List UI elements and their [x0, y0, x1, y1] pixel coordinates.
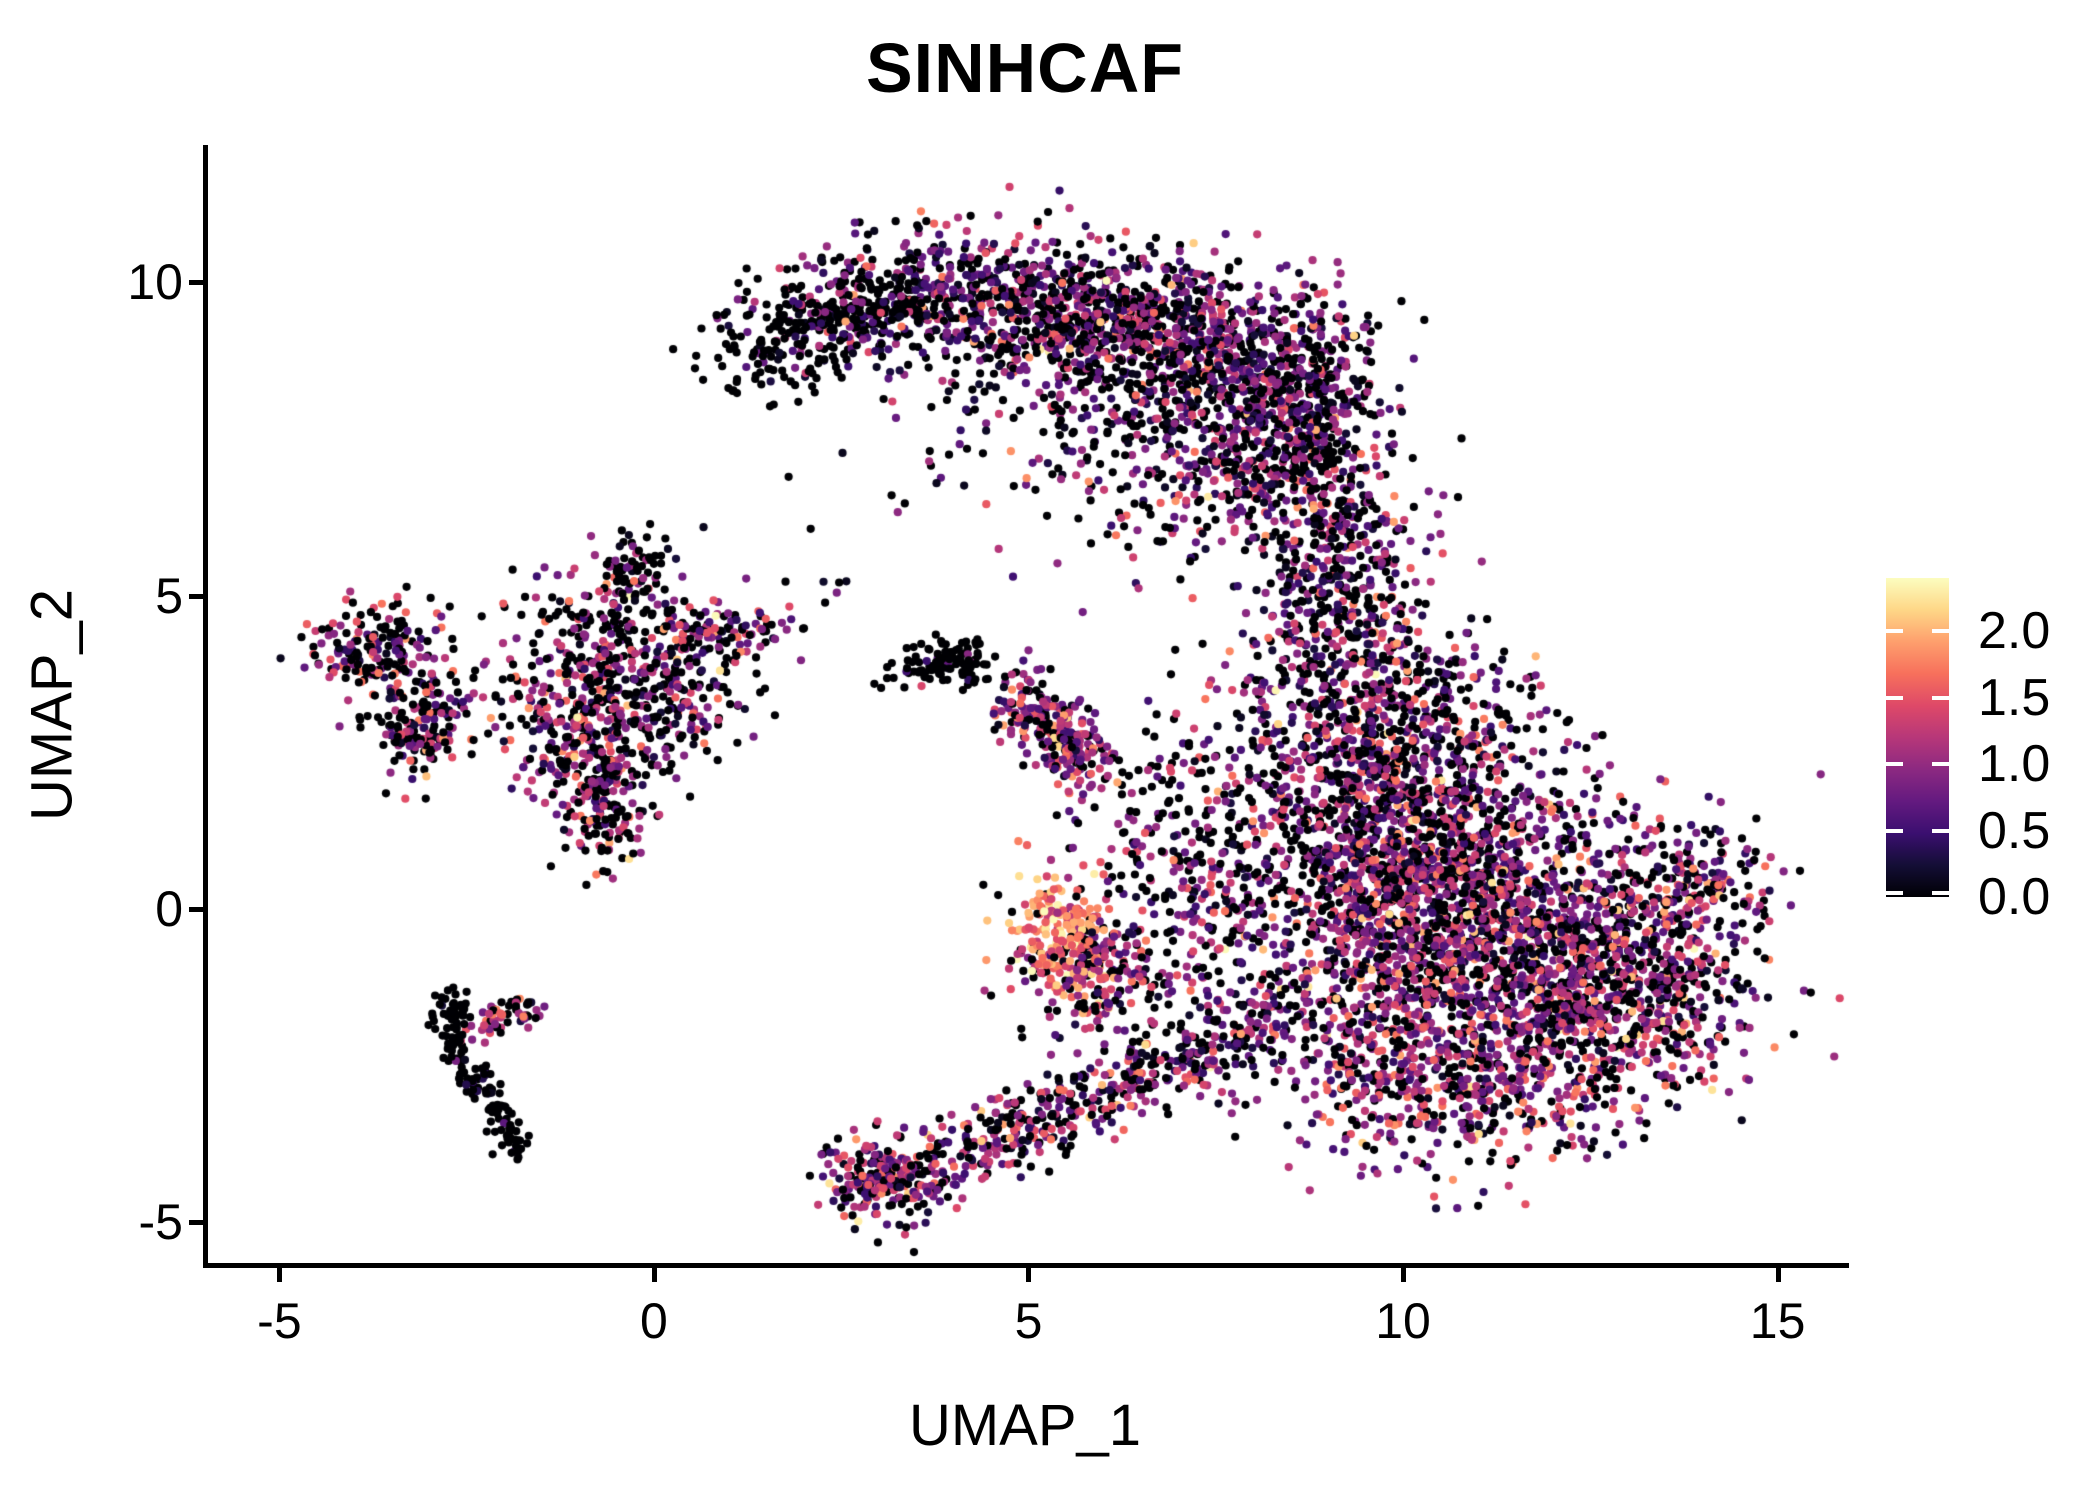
colorbar-tick-mark [1886, 695, 1903, 700]
colorbar-tick-label: 2.0 [1978, 602, 2051, 661]
y-tick-mark [189, 1220, 203, 1226]
x-axis-title: UMAP_1 [908, 1393, 1142, 1458]
y-tick-label: -5 [138, 1194, 183, 1251]
colorbar-tick-mark [1886, 629, 1903, 634]
x-tick-mark [1775, 1268, 1781, 1282]
colorbar-tick-label: 1.5 [1978, 668, 2051, 727]
colorbar-tick-label: 0.0 [1978, 868, 2051, 926]
x-tick-mark [651, 1268, 657, 1282]
y-tick-label: 10 [127, 254, 183, 311]
colorbar-tick-mark [1886, 762, 1903, 767]
colorbar-tick-mark [1932, 695, 1949, 700]
y-tick-label: 0 [155, 881, 183, 937]
colorbar-tick-mark [1932, 828, 1949, 833]
x-tick-label: -5 [257, 1293, 302, 1349]
x-tick-mark [1026, 1268, 1032, 1282]
x-tick-mark [1401, 1268, 1407, 1282]
x-tick-label: 0 [640, 1293, 668, 1349]
y-tick-mark [189, 907, 203, 912]
y-axis-title: UMAP_2 [19, 588, 85, 822]
colorbar-tick-mark [1886, 828, 1903, 833]
y-tick-label: 5 [155, 567, 183, 624]
y-tick-mark [189, 593, 203, 599]
colorbar-tick-label: 0.5 [1978, 801, 2051, 860]
y-axis-line [203, 145, 208, 1268]
colorbar-tick-mark [1886, 891, 1903, 895]
colorbar-gradient [1886, 578, 1949, 897]
plot-title: SINHCAF [865, 29, 1185, 107]
colorbar-tick-label: 1.0 [1978, 735, 2051, 794]
colorbar-tick-mark [1932, 762, 1949, 767]
x-tick-mark [277, 1268, 283, 1282]
x-tick-label: 15 [1749, 1293, 1806, 1349]
x-tick-label: 10 [1375, 1293, 1431, 1349]
colorbar-tick-mark [1932, 891, 1949, 895]
colorbar-tick-mark [1932, 629, 1949, 634]
x-axis-line [203, 1263, 1849, 1268]
x-tick-label: 5 [1014, 1293, 1043, 1349]
y-tick-mark [189, 280, 203, 286]
